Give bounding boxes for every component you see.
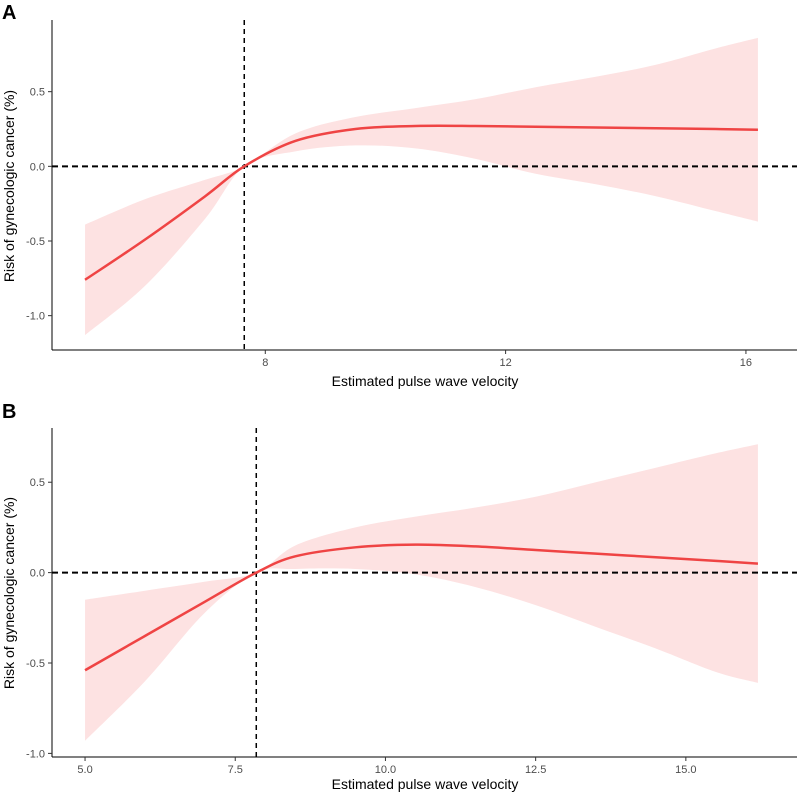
x-axis-title: Estimated pulse wave velocity — [332, 373, 519, 389]
x-tick-label: 16 — [740, 357, 752, 369]
y-axis-title: Risk of gynecologic cancer (%) — [1, 90, 17, 282]
x-tick-label: 12.5 — [525, 764, 546, 776]
x-tick-label: 5.0 — [77, 764, 92, 776]
confidence-ribbon — [85, 37, 758, 336]
x-tick-label: 7.5 — [228, 764, 243, 776]
y-tick-label: -1.0 — [26, 748, 45, 760]
confidence-ribbon — [85, 444, 758, 741]
series-line — [84, 543, 759, 672]
y-tick-label: 0.5 — [30, 87, 45, 99]
y-tick-label: -0.5 — [26, 236, 45, 248]
panel-b: B Risk of gynecologic cancer (%) Estimat… — [1, 401, 797, 792]
x-tick-label: 12 — [499, 357, 511, 369]
y-tick-label: -0.5 — [26, 658, 45, 670]
y-tick-label: -1.0 — [26, 311, 45, 323]
x-axis-title: Estimated pulse wave velocity — [332, 776, 519, 792]
panel-b-label: B — [2, 401, 16, 423]
x-tick-label: 15.0 — [675, 764, 696, 776]
panel-a-label: A — [2, 2, 16, 24]
series-line — [84, 124, 758, 281]
x-tick-label: 10.0 — [375, 764, 396, 776]
x-tick-label: 8 — [262, 357, 268, 369]
y-tick-label: 0.0 — [30, 161, 45, 173]
panel-a: A Risk of gynecologic cancer (%) Estimat… — [1, 2, 797, 389]
y-tick-label: 0.5 — [30, 477, 45, 489]
y-axis-title: Risk of gynecologic cancer (%) — [1, 497, 17, 689]
y-tick-label: 0.0 — [30, 568, 45, 580]
